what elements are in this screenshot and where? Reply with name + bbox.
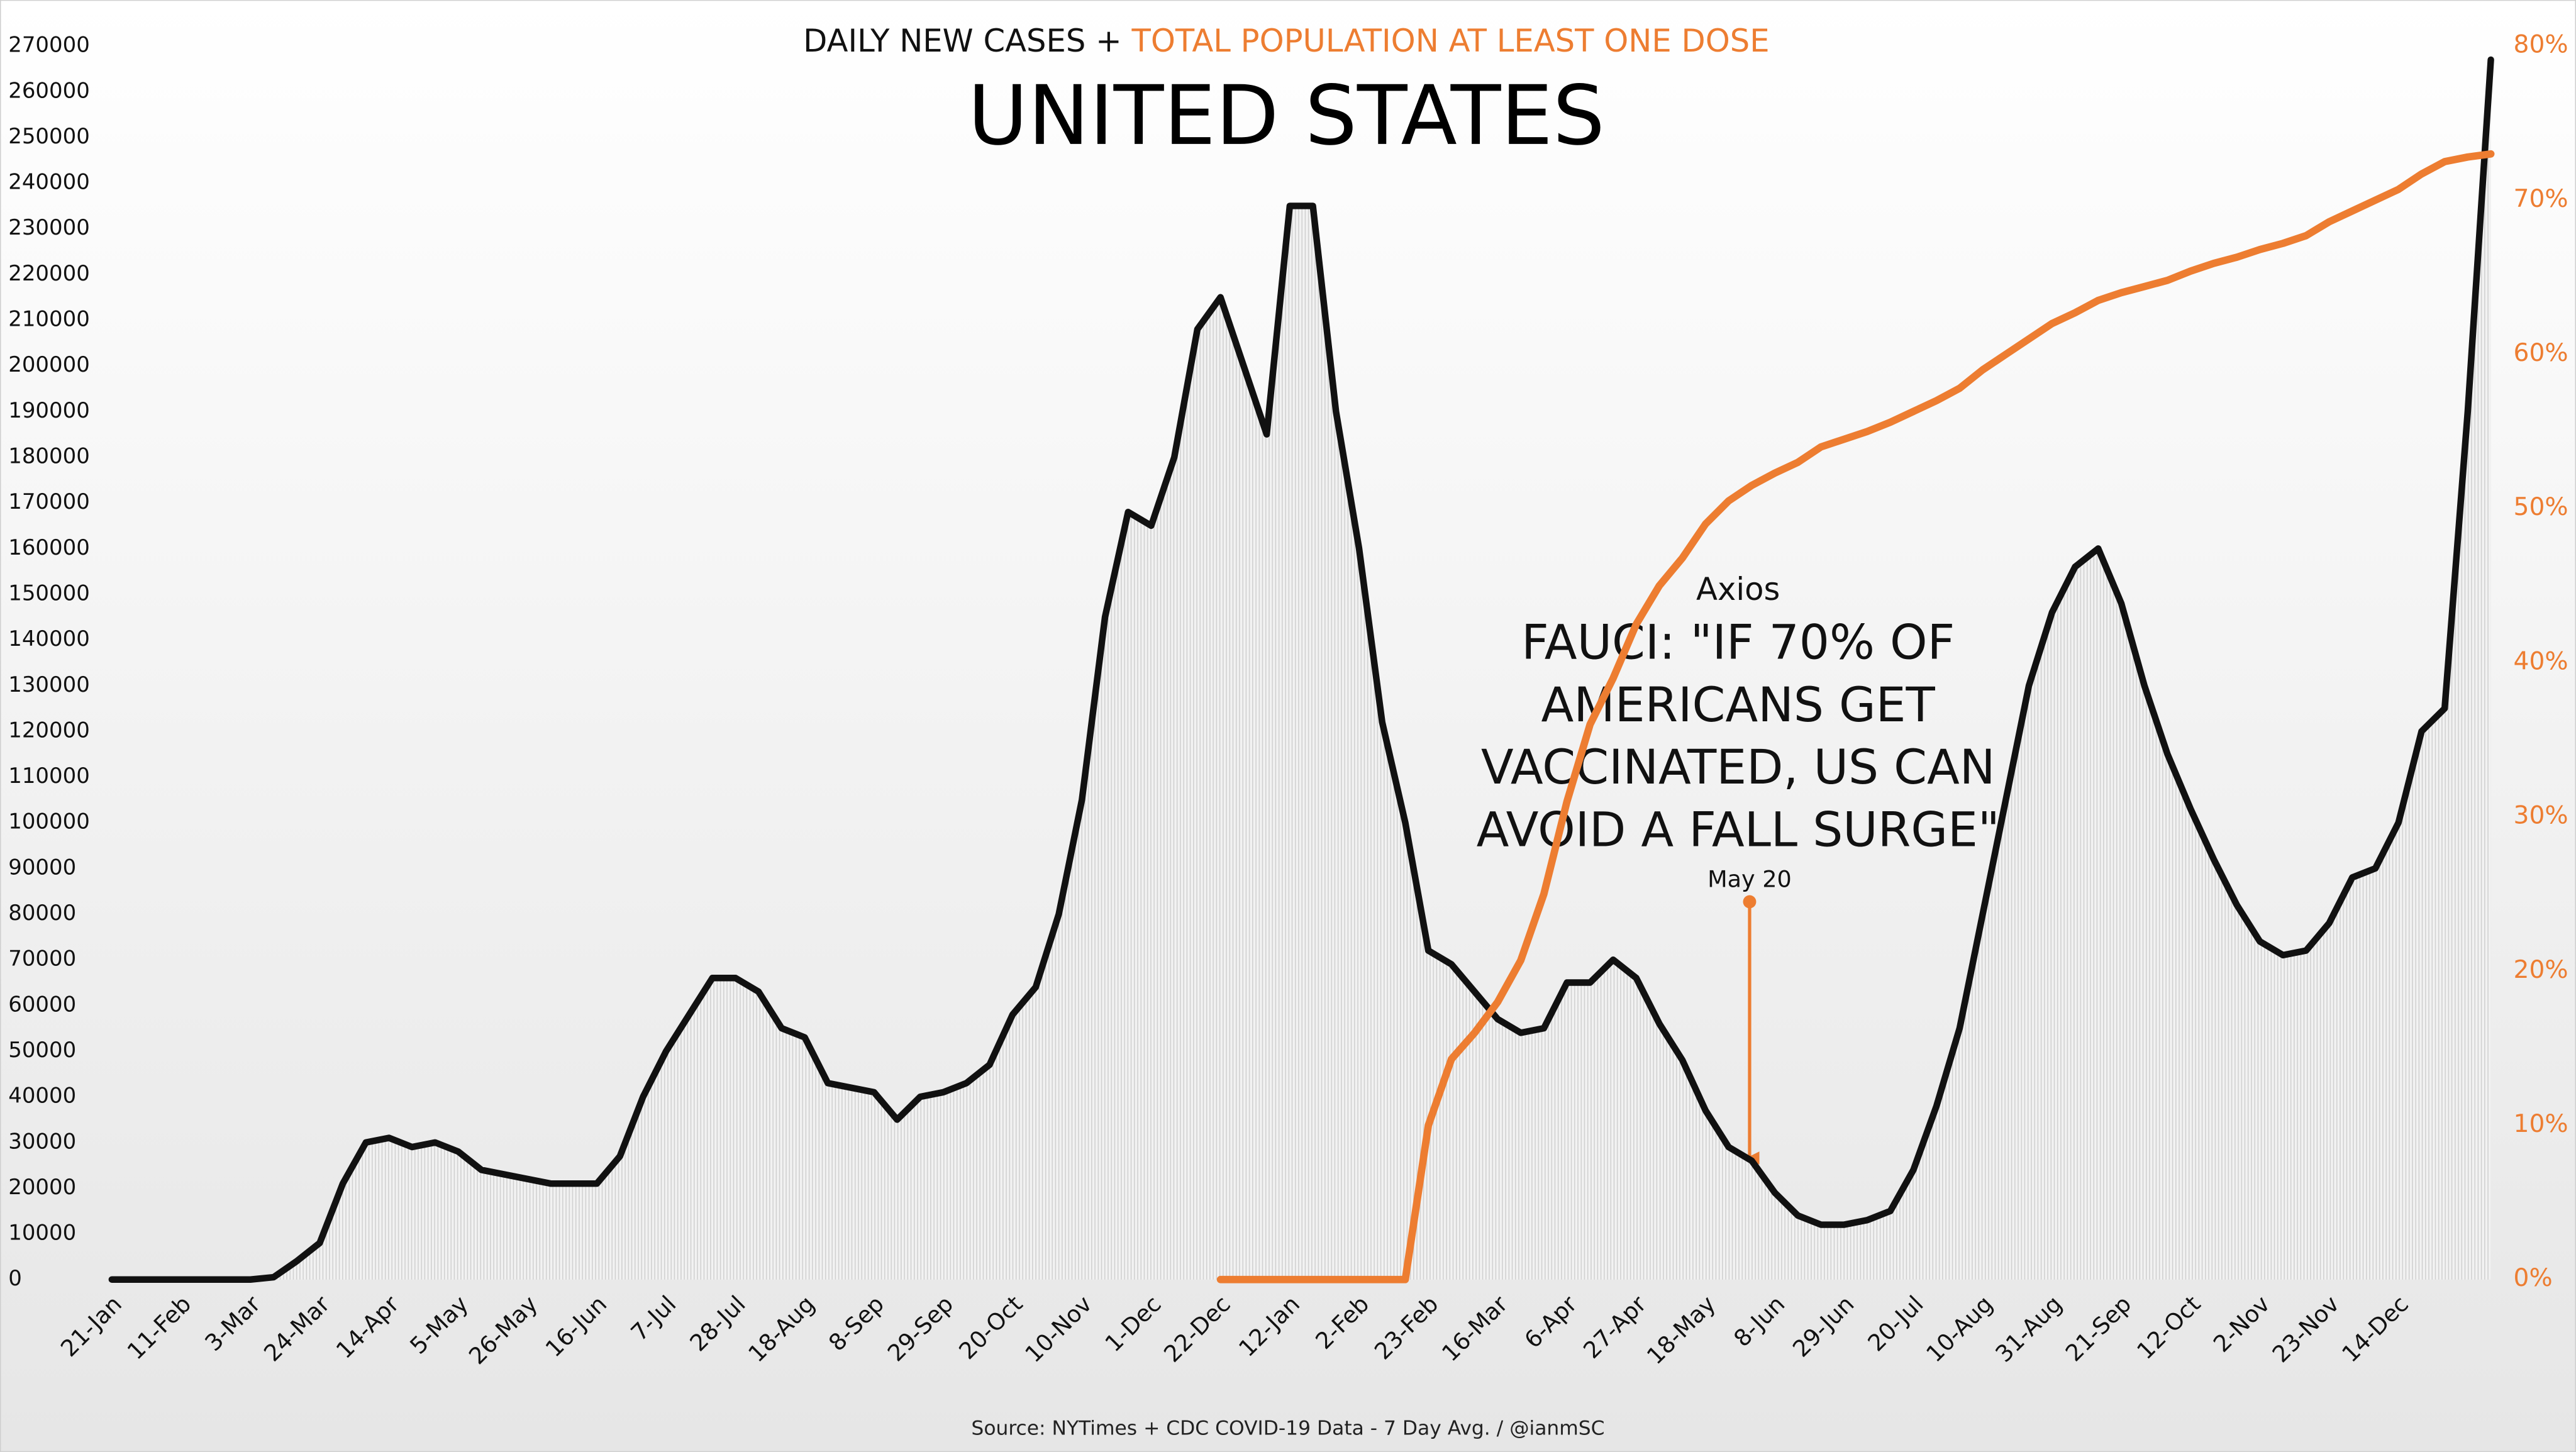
y2-tick-label: 10% <box>2514 1110 2568 1138</box>
y-tick-label: 90000 <box>8 855 76 880</box>
annotation-dot <box>1743 895 1757 909</box>
y2-tick-label: 70% <box>2514 185 2568 213</box>
y-tick-label: 0 <box>8 1266 22 1291</box>
y-tick-label: 170000 <box>8 489 90 514</box>
y-tick-label: 40000 <box>8 1083 76 1109</box>
y2-tick-label: 30% <box>2514 802 2568 830</box>
y-tick-label: 130000 <box>8 672 90 697</box>
legend-entry: DAILY NEW CASES <box>803 22 1085 58</box>
annotation-text: VACCINATED, US CAN <box>1481 740 1996 795</box>
y-tick-label: 70000 <box>8 946 76 972</box>
line <box>1216 150 2495 1283</box>
area <box>111 59 2491 1280</box>
y2-tick-label: 60% <box>2514 339 2568 367</box>
y-tick-label: 260000 <box>8 78 90 103</box>
source-note: Source: NYTimes + CDC COVID-19 Data - 7 … <box>971 1417 1604 1439</box>
y-tick-label: 200000 <box>8 352 90 377</box>
annotation-text: FAUCI: "IF 70% OF <box>1521 614 1955 670</box>
legend-header: DAILY NEW CASES + TOTAL POPULATION AT LE… <box>803 22 1769 58</box>
y-tick-label: 230000 <box>8 215 90 240</box>
y-tick-label: 220000 <box>8 261 90 286</box>
y-tick-label: 240000 <box>8 170 90 195</box>
y-tick-label: 160000 <box>8 535 90 560</box>
y2-tick-label: 0% <box>2514 1264 2553 1292</box>
y-tick-label: 270000 <box>8 33 90 58</box>
line <box>108 56 2494 1283</box>
y-tick-label: 150000 <box>8 580 90 606</box>
y-tick-label: 20000 <box>8 1175 76 1200</box>
y-tick-label: 110000 <box>8 763 90 789</box>
y-tick-label: 80000 <box>8 901 76 926</box>
y-tick-label: 100000 <box>8 809 90 834</box>
y-tick-label: 250000 <box>8 124 90 149</box>
annotation-date: May 20 <box>1707 866 1792 893</box>
y2-tick-label: 40% <box>2514 647 2568 675</box>
y-tick-label: 10000 <box>8 1221 76 1246</box>
y-tick-label: 180000 <box>8 444 90 469</box>
y2-tick-label: 20% <box>2514 956 2568 984</box>
y-tick-label: 120000 <box>8 718 90 743</box>
y-tick-label: 50000 <box>8 1038 76 1063</box>
legend-entry: TOTAL POPULATION AT LEAST ONE DOSE <box>1131 22 1770 58</box>
y2-tick-label: 50% <box>2514 493 2568 521</box>
legend-separator: + <box>1096 22 1122 58</box>
y-tick-label: 140000 <box>8 626 90 651</box>
y-tick-label: 30000 <box>8 1129 76 1154</box>
y-tick-label: 210000 <box>8 307 90 332</box>
y-tick-label: 60000 <box>8 992 76 1017</box>
y2-tick-label: 80% <box>2514 31 2568 59</box>
annotation-source: Axios <box>1696 571 1780 607</box>
chart-title: UNITED STATES <box>968 68 1605 163</box>
y-tick-label: 190000 <box>8 398 90 423</box>
